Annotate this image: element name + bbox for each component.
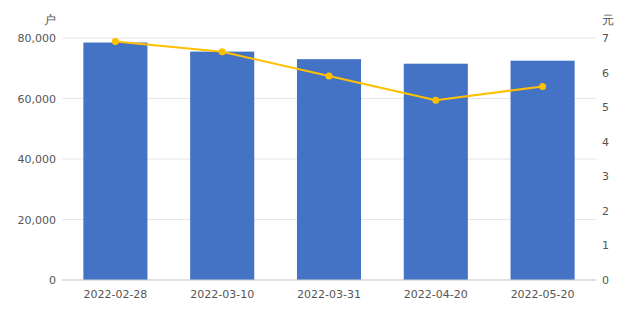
y2-tick-label: 7	[602, 32, 609, 45]
grid-line	[62, 280, 596, 281]
y2-tick-label: 1	[602, 239, 609, 252]
y2-axis-label: 元	[602, 13, 614, 27]
bar	[190, 52, 254, 280]
marker	[326, 73, 333, 80]
bar	[511, 61, 575, 280]
marker	[539, 83, 546, 90]
y2-axis: 0 1 2 3 4 5 6 7	[602, 32, 609, 287]
marker	[432, 97, 439, 104]
y-tick-label: 40,000	[18, 153, 57, 166]
x-axis: 2022-02-28 2022-03-10 2022-03-31 2022-04-20…	[83, 288, 574, 301]
y2-tick-label: 4	[602, 136, 609, 149]
y-tick-label: 0	[49, 274, 56, 287]
y-axis: 0 20,000 40,000 60,000 80,000	[18, 32, 57, 287]
bar-series	[83, 43, 574, 280]
y2-tick-label: 3	[602, 170, 609, 183]
y2-tick-label: 6	[602, 67, 609, 80]
y-tick-label: 80,000	[18, 32, 57, 45]
marker	[219, 48, 226, 55]
y2-tick-label: 0	[602, 274, 609, 287]
grid-line	[62, 38, 596, 39]
x-tick-label: 2022-03-31	[297, 288, 361, 301]
x-axis-line	[62, 280, 596, 281]
y-axis-label: 户	[44, 13, 56, 27]
bar	[83, 43, 147, 280]
line-series	[112, 38, 546, 104]
y2-tick-label: 5	[602, 101, 609, 114]
x-tick-label: 2022-03-10	[190, 288, 254, 301]
plot-area	[83, 38, 574, 280]
marker	[112, 38, 119, 45]
x-tick-label: 2022-02-28	[83, 288, 147, 301]
grid	[62, 38, 596, 280]
bar	[297, 59, 361, 280]
chart: 0 20,000 40,000 60,000 80,000 户 0 1 2 3 4 5 6 7 元 2022-…	[0, 0, 640, 320]
x-tick-label: 2022-04-20	[404, 288, 468, 301]
y-tick-label: 20,000	[18, 214, 57, 227]
line	[115, 41, 542, 100]
x-tick-label: 2022-05-20	[511, 288, 575, 301]
y2-tick-label: 2	[602, 205, 609, 218]
y-tick-label: 60,000	[18, 93, 57, 106]
